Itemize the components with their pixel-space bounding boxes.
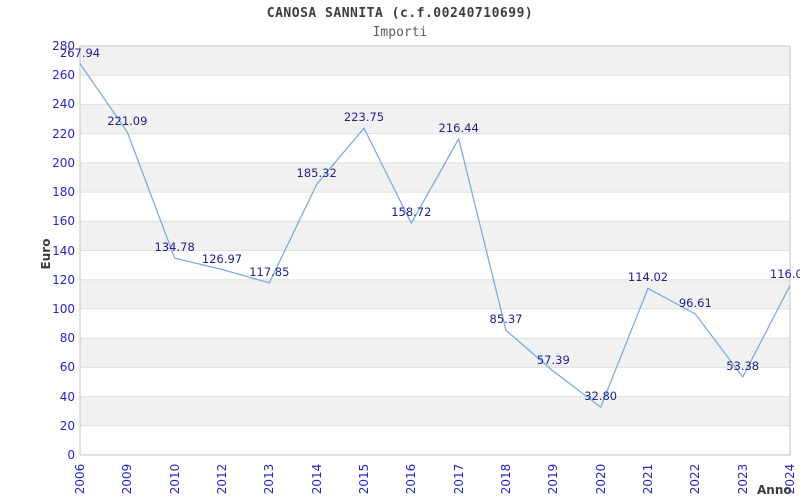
y-tick-label: 160 bbox=[52, 214, 75, 229]
grid-band bbox=[80, 396, 790, 426]
data-point-label: 114.02 bbox=[627, 270, 669, 285]
y-tick-label: 240 bbox=[52, 97, 75, 112]
chart-subtitle: Importi bbox=[372, 25, 428, 40]
y-tick-label: 80 bbox=[59, 331, 75, 346]
data-point-label: 85.37 bbox=[489, 312, 523, 327]
y-tick-label: 180 bbox=[52, 185, 75, 200]
x-tick-label: 2017 bbox=[451, 463, 466, 495]
y-tick-label: 0 bbox=[67, 448, 75, 462]
data-point-label: 267.94 bbox=[59, 45, 101, 60]
data-point-label: 185.32 bbox=[296, 166, 337, 181]
data-point-label: 53.38 bbox=[726, 359, 760, 374]
x-tick-label: 2019 bbox=[546, 463, 561, 495]
x-tick-label: 2016 bbox=[404, 463, 419, 495]
data-point-label: 223.75 bbox=[343, 110, 385, 125]
grid-band bbox=[80, 221, 790, 251]
y-tick-label: 140 bbox=[52, 243, 75, 258]
grid-band bbox=[80, 46, 790, 76]
data-point-label: 134.78 bbox=[154, 240, 195, 255]
x-tick-label: 2009 bbox=[120, 463, 135, 495]
data-point-label: 126.97 bbox=[201, 251, 243, 266]
data-point-label: 117.85 bbox=[249, 264, 290, 279]
series-line bbox=[79, 63, 791, 408]
x-tick-label: 2012 bbox=[215, 463, 229, 495]
x-tick-label: 2013 bbox=[262, 463, 277, 495]
chart-title: CANOSA SANNITA (c.f.00240710699) bbox=[266, 6, 534, 21]
y-tick-label: 280 bbox=[52, 39, 75, 53]
grid-band bbox=[80, 279, 790, 309]
y-tick-label: 60 bbox=[59, 360, 75, 375]
x-tick-label: 2014 bbox=[309, 463, 324, 495]
x-tick-label: 2020 bbox=[593, 463, 608, 495]
y-tick-label: 100 bbox=[52, 301, 75, 316]
data-point-label: 116.06 bbox=[769, 267, 800, 282]
x-tick-label: 2022 bbox=[688, 463, 703, 495]
y-axis-title: Euro bbox=[39, 238, 53, 270]
x-tick-label: 2021 bbox=[641, 463, 655, 495]
data-point-label: 216.44 bbox=[438, 120, 479, 135]
x-tick-label: 2015 bbox=[357, 463, 371, 495]
x-axis-title: Anno bbox=[757, 483, 792, 497]
y-tick-label: 220 bbox=[52, 126, 75, 141]
grid-band bbox=[80, 338, 790, 368]
grid-band bbox=[80, 162, 790, 193]
x-tick-label: 2018 bbox=[499, 463, 513, 495]
y-tick-label: 260 bbox=[52, 68, 75, 83]
data-point-label: 32.80 bbox=[584, 389, 618, 404]
x-tick-label: 2010 bbox=[167, 463, 182, 495]
x-tick-label: 2006 bbox=[73, 463, 87, 495]
y-tick-label: 40 bbox=[59, 389, 75, 404]
y-tick-label: 200 bbox=[52, 155, 75, 170]
y-tick-label: 120 bbox=[52, 272, 75, 287]
x-tick-label: 2023 bbox=[735, 463, 750, 495]
y-tick-label: 20 bbox=[59, 418, 75, 433]
data-point-label: 158.72 bbox=[391, 205, 432, 220]
data-point-label: 96.61 bbox=[678, 295, 712, 310]
grid-band bbox=[80, 104, 790, 134]
data-point-label: 221.09 bbox=[107, 114, 148, 129]
data-point-label: 57.39 bbox=[536, 353, 570, 368]
plot-border bbox=[79, 45, 791, 456]
